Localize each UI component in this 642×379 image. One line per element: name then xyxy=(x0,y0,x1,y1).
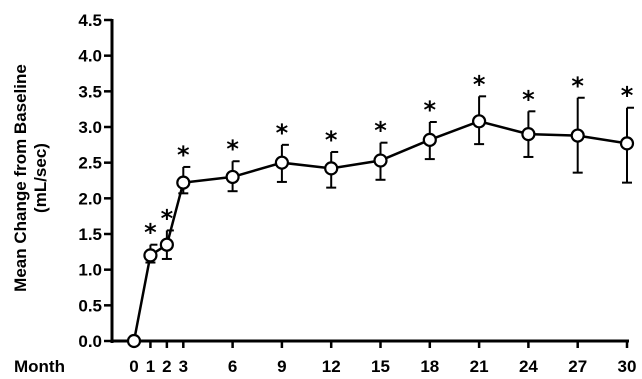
x-tick-label: 9 xyxy=(277,357,286,376)
x-tick-label: 6 xyxy=(228,357,237,376)
x-axis-label: Month xyxy=(14,357,65,376)
y-tick-label: 3.5 xyxy=(78,82,102,101)
data-point xyxy=(176,175,191,190)
data-points xyxy=(126,114,635,349)
x-tick-label: 24 xyxy=(519,357,538,376)
y-tick-label: 1.5 xyxy=(78,225,102,244)
axes xyxy=(110,19,629,343)
significance-star: * xyxy=(473,70,486,98)
significance-star: * xyxy=(571,72,584,100)
data-point xyxy=(373,153,388,168)
significance-star: * xyxy=(325,126,338,154)
x-tick-label: 12 xyxy=(322,357,341,376)
y-axis-label-line2: (mL/sec) xyxy=(31,143,50,213)
significance-star: * xyxy=(144,219,157,247)
y-ticks: 0.0 0.5 1.0 1.5 2.0 2.5 3.0 3.5 4.0 4.5 xyxy=(78,11,112,351)
data-point xyxy=(126,333,142,349)
data-point xyxy=(570,128,585,143)
x-tick-label: 21 xyxy=(470,357,489,376)
significance-star: * xyxy=(424,96,437,124)
x-tick-label: 15 xyxy=(371,357,390,376)
data-point xyxy=(274,155,289,170)
y-tick-label: 0.5 xyxy=(78,296,102,315)
y-tick-label: 0.0 xyxy=(78,332,102,351)
data-point xyxy=(159,237,174,252)
data-point xyxy=(472,114,487,129)
significance-star: * xyxy=(374,117,387,145)
x-tick-label: 30 xyxy=(618,357,637,376)
significance-markers: *** ** * **** * * xyxy=(144,70,634,246)
significance-star: * xyxy=(177,141,190,169)
y-tick-label: 2.0 xyxy=(78,189,102,208)
y-tick-label: 4.5 xyxy=(78,11,102,30)
y-axis-label: Mean Change from Baseline (mL/sec) xyxy=(11,64,50,292)
x-tick-label: 1 xyxy=(146,357,155,376)
data-point xyxy=(619,136,635,151)
significance-star: * xyxy=(276,119,289,147)
x-tick-label: 18 xyxy=(420,357,439,376)
x-tick-label: 3 xyxy=(179,357,188,376)
significance-star: * xyxy=(226,135,239,163)
data-point xyxy=(225,169,240,185)
x-tick-label: 2 xyxy=(162,357,171,376)
significance-star: * xyxy=(161,204,174,232)
x-ticks: 0 1 2 3 6 9 12 15 18 21 24 27 30 xyxy=(129,341,636,376)
data-point xyxy=(422,132,437,147)
x-tick-label: 0 xyxy=(129,357,138,376)
significance-star: * xyxy=(522,85,535,113)
significance-star: * xyxy=(621,82,634,110)
y-tick-label: 1.0 xyxy=(78,261,102,280)
data-point xyxy=(324,161,339,176)
y-axis-label-line1: Mean Change from Baseline xyxy=(11,64,30,292)
data-point xyxy=(143,248,158,263)
x-tick-label: 27 xyxy=(568,357,587,376)
data-point xyxy=(521,127,536,142)
y-tick-label: 2.5 xyxy=(78,154,102,173)
y-tick-label: 3.0 xyxy=(78,118,102,137)
y-tick-label: 4.0 xyxy=(78,47,102,66)
